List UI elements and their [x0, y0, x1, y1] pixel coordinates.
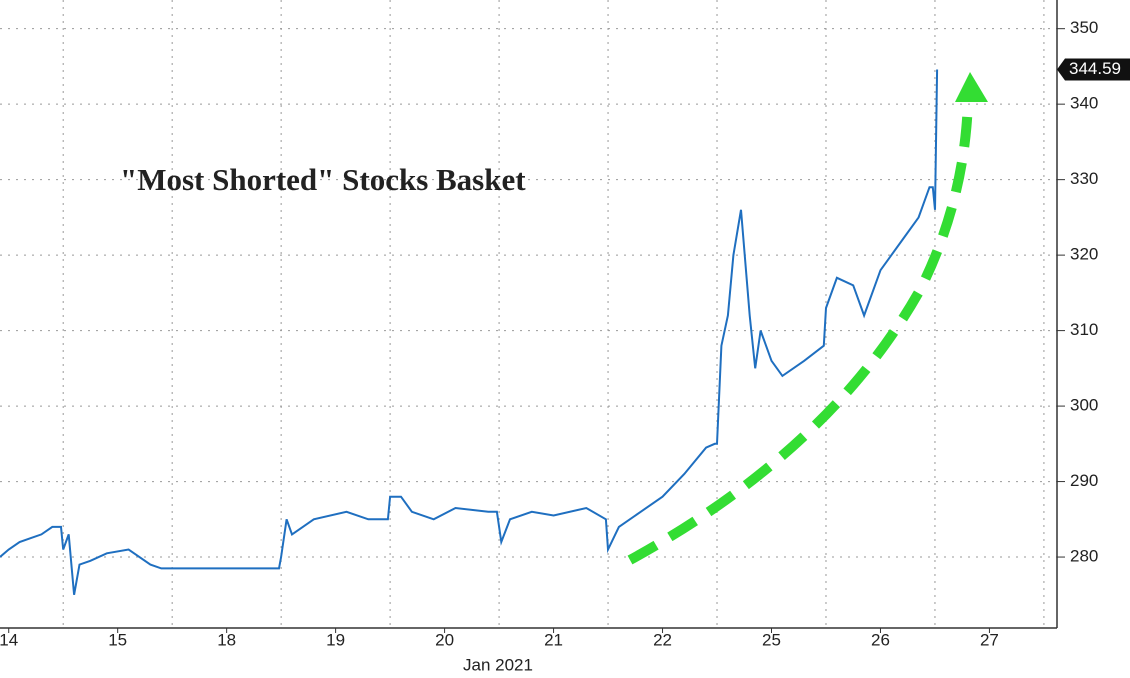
x-tick-label: 21	[544, 630, 563, 649]
x-tick-label: 15	[108, 630, 127, 649]
x-tick-label: 18	[217, 630, 236, 649]
x-tick-label: 27	[980, 630, 999, 649]
plot	[0, 69, 939, 595]
trend-arrow	[627, 99, 973, 565]
y-tick-label: 310	[1070, 320, 1098, 339]
x-tick-label: 26	[871, 630, 890, 649]
x-tick-label: 20	[435, 630, 454, 649]
y-tick-label: 330	[1070, 169, 1098, 188]
x-tick-label: 22	[653, 630, 672, 649]
y-tick-label: 340	[1070, 94, 1098, 113]
last-value-tag	[1057, 58, 1130, 81]
y-tick-label: 350	[1070, 18, 1098, 37]
x-axis-label: Jan 2021	[463, 655, 533, 674]
y-tick-label: 320	[1070, 245, 1098, 264]
chart-title: "Most Shorted" Stocks Basket	[120, 162, 526, 197]
x-tick-label: 19	[326, 630, 345, 649]
last-value-label: 344.59	[1069, 59, 1121, 78]
y-tick-label: 290	[1070, 471, 1098, 490]
x-tick-label: 14	[0, 630, 18, 649]
x-tick-label: 25	[762, 630, 781, 649]
y-tick-label: 300	[1070, 396, 1098, 415]
price-line	[0, 69, 939, 595]
grid	[0, 0, 1057, 628]
y-tick-label: 280	[1070, 547, 1098, 566]
arrow-head	[955, 72, 988, 102]
